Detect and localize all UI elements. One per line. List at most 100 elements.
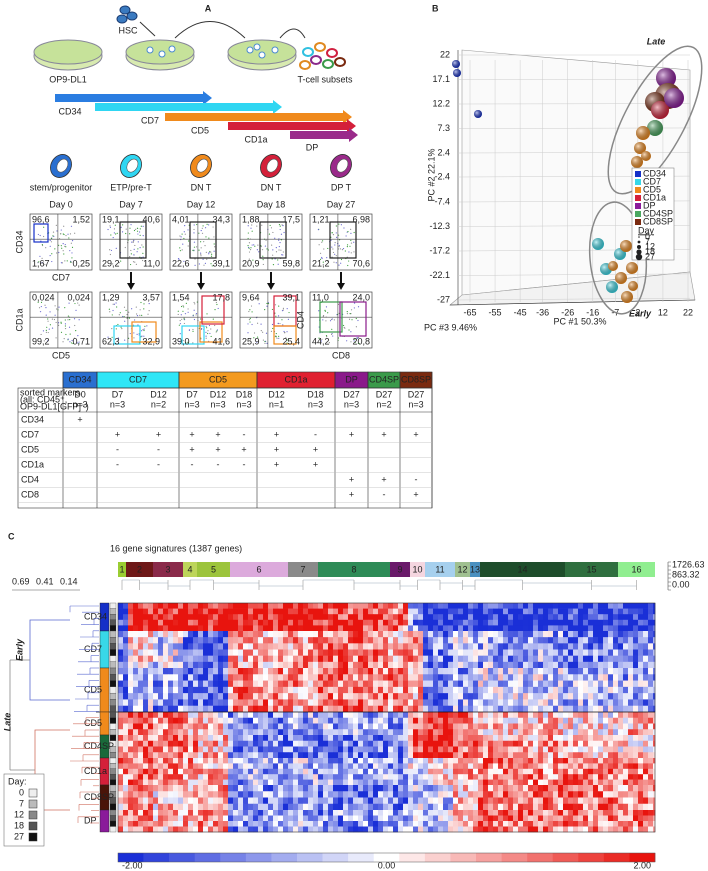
heatmap-cell (393, 740, 399, 747)
heatmap-cell (313, 774, 319, 780)
flow-event (143, 308, 145, 310)
heatmap-cell (368, 686, 374, 694)
heatmap-cell (333, 763, 339, 770)
heatmap-cell (433, 608, 439, 615)
heatmap-cell (648, 686, 654, 694)
heatmap-cell (573, 655, 579, 663)
flow-event (141, 314, 143, 316)
heatmap-cell (393, 680, 399, 688)
heatmap-cell (138, 686, 144, 694)
heatmap-cell (168, 803, 174, 811)
heatmap-cell (453, 699, 459, 707)
heatmap-cell (488, 693, 494, 700)
heatmap-cell (253, 699, 259, 707)
heatmap-cell (548, 693, 554, 700)
heatmap-cell (463, 746, 469, 753)
heatmap-cell (393, 785, 399, 792)
heatmap-cell (268, 758, 274, 764)
heatmap-cell (373, 649, 379, 656)
heatmap-cell (463, 768, 469, 775)
heatmap-cell (458, 729, 464, 736)
marker-state: - (383, 489, 386, 499)
flow-event (203, 241, 205, 243)
heatmap-cell (598, 746, 604, 753)
heatmap-cell (183, 763, 189, 770)
heatmap-cell (238, 717, 244, 724)
heatmap-cell (423, 785, 429, 792)
heatmap-cell (183, 686, 189, 694)
flow-plot (239, 291, 303, 349)
heatmap-cell (498, 699, 504, 707)
heatmap-cell (288, 723, 294, 730)
heatmap-cell (248, 608, 254, 615)
heatmap-cell (558, 774, 564, 780)
flow-event (64, 307, 66, 309)
heatmap-cell (288, 674, 294, 681)
flow-event (192, 249, 194, 251)
heatmap-cell (283, 791, 289, 798)
heatmap-cell (478, 740, 484, 747)
heatmap-cell (478, 699, 484, 707)
heatmap-cell (253, 693, 259, 700)
heatmap-cell (188, 779, 194, 786)
heatmap-cell (123, 791, 129, 798)
heatmap-cell (208, 810, 214, 816)
flow-event (61, 247, 63, 249)
heatmap-cell (548, 740, 554, 747)
heatmap-cell (558, 661, 564, 669)
flow-event (264, 340, 266, 343)
heatmap-cell (493, 668, 499, 675)
heatmap-cell (278, 740, 284, 747)
heatmap-cell (178, 810, 184, 816)
heatmap-cell (483, 699, 489, 707)
heatmap-cell (348, 768, 354, 775)
heatmap-cell (453, 740, 459, 747)
heatmap-cell (148, 717, 154, 724)
heatmap-cell (328, 763, 334, 770)
flow-event (268, 233, 271, 235)
pca-point-shade (651, 101, 669, 119)
heatmap-cell (558, 668, 564, 675)
quadrant-value: 20,8 (352, 336, 370, 346)
heatmap-cell (353, 752, 359, 759)
flow-event (69, 341, 71, 343)
heatmap-cell (463, 643, 469, 650)
heatmap-cell (218, 614, 224, 621)
flow-event (257, 244, 259, 246)
heatmap-cell (163, 774, 169, 780)
heatmap-cell (608, 729, 614, 736)
flow-event (184, 233, 186, 235)
heatmap-cell (568, 674, 574, 681)
heatmap-cell (173, 729, 179, 736)
heatmap-cell (603, 717, 609, 724)
heatmap-cell (418, 674, 424, 681)
heatmap-cell (128, 693, 134, 700)
heatmap-cell (598, 608, 604, 615)
heatmap-cell (483, 680, 489, 688)
heatmap-cell (353, 740, 359, 747)
heatmap-cell (368, 625, 374, 632)
heatmap-cell (278, 619, 284, 626)
heatmap-cell (168, 661, 174, 669)
flow-event (253, 244, 255, 246)
heatmap-cell (318, 655, 324, 663)
heatmap-cell (388, 649, 394, 656)
heatmap-cell (418, 740, 424, 747)
heatmap-cell (128, 758, 134, 764)
flow-event (178, 324, 180, 326)
heatmap-cell (183, 649, 189, 656)
heatmap-cell (418, 614, 424, 621)
flow-event (117, 323, 119, 326)
heatmap-cell (213, 603, 219, 609)
heatmap-cell (338, 752, 344, 759)
gate (259, 221, 287, 259)
heatmap-cell (348, 810, 354, 816)
heatmap-cell (398, 614, 404, 621)
pca-point-shade (631, 156, 643, 168)
heatmap-cell (608, 740, 614, 747)
heatmap-cell (433, 774, 439, 780)
heatmap-cell (598, 785, 604, 792)
heatmap-cell (628, 631, 634, 638)
quadrant-value: 0,024 (67, 292, 90, 302)
heatmap-cell (438, 608, 444, 615)
